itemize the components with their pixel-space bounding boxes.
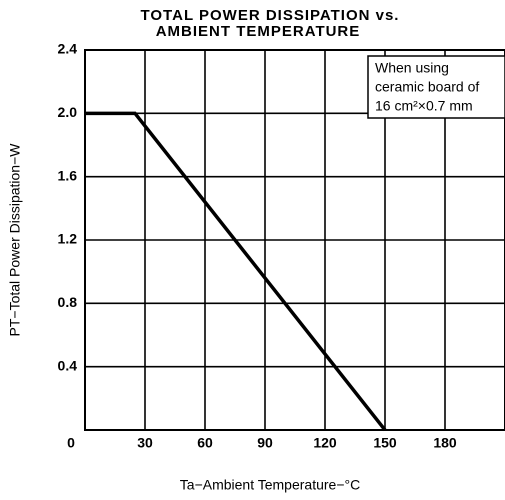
x-tick-label: 180 [433, 435, 457, 451]
annotation: When using [375, 60, 449, 76]
y-tick-label: 1.6 [58, 167, 78, 183]
y-tick-label: 2.0 [58, 104, 78, 120]
annotation: 16 cm²×0.7 mm [375, 98, 473, 114]
annotation: ceramic board of [375, 79, 479, 95]
x-tick-label: 150 [373, 435, 397, 451]
y-axis-label: PT−Total Power Dissipation−W [7, 143, 23, 337]
x-tick-label: 0 [67, 435, 75, 451]
annotation-box [367, 55, 505, 119]
x-tick-label: 30 [137, 435, 153, 451]
x-tick-label: 120 [313, 435, 337, 451]
x-tick-label: 60 [197, 435, 213, 451]
data-line [85, 111, 387, 432]
chart-title: TOTAL POWER DISSIPATION vs. [141, 7, 400, 24]
y-tick-label: 0.8 [58, 294, 78, 310]
chart-title: AMBIENT TEMPERATURE [156, 23, 361, 40]
x-tick-label: 90 [257, 435, 273, 451]
y-tick-label: 0.4 [58, 357, 78, 373]
x-axis-label: Ta−Ambient Temperature−°C [180, 477, 360, 493]
y-tick-label: 1.2 [58, 231, 78, 247]
y-tick-label: 2.4 [58, 41, 78, 57]
